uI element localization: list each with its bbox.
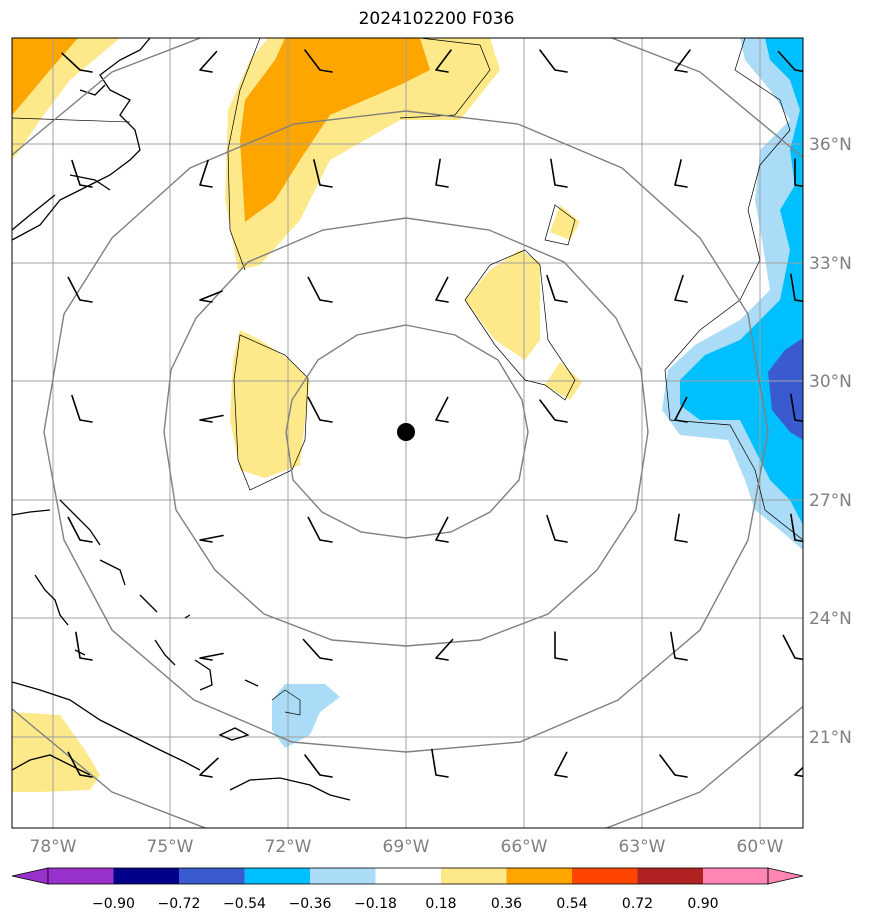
wind-barb — [435, 516, 449, 543]
graticule — [12, 38, 803, 828]
lat-label-33: 33°N — [809, 254, 852, 274]
wind-barb — [659, 754, 688, 778]
wind-barb — [782, 634, 803, 661]
colorbar-label-neg-018: −0.18 — [354, 896, 397, 912]
wind-barb — [674, 274, 688, 303]
wind-barb — [199, 652, 224, 661]
lon-label-60: 60°W — [737, 837, 784, 857]
lon-label-69: 69°W — [383, 837, 430, 857]
lon-label-63: 63°W — [619, 837, 666, 857]
lon-label-72: 72°W — [265, 837, 312, 857]
wind-barb — [307, 396, 333, 423]
coastlines — [12, 38, 351, 801]
wind-barb — [777, 50, 803, 73]
wind-barb — [199, 534, 224, 543]
colorbar-label-pos-054: 0.54 — [556, 896, 587, 912]
wind-barb — [550, 158, 568, 188]
wind-barb — [546, 274, 568, 303]
wind-barb — [307, 516, 333, 543]
wind-barb — [199, 159, 213, 188]
wind-barb — [554, 751, 568, 778]
wind-barb — [539, 49, 568, 73]
wind-barb — [313, 159, 333, 188]
lat-label-21: 21°N — [809, 728, 852, 748]
wind-barb — [790, 513, 803, 543]
fill-pos-018-sw — [12, 712, 100, 792]
fill-pos-018-west — [230, 330, 310, 478]
lat-label-24: 24°N — [809, 609, 852, 629]
wind-barb — [67, 276, 93, 303]
wind-barb — [67, 516, 93, 543]
wind-barb — [199, 290, 223, 303]
wind-barb — [674, 159, 688, 188]
colorbar-extend-low — [11, 867, 49, 885]
wind-barb — [435, 158, 449, 188]
wind-barb — [435, 396, 449, 423]
range-ring-1 — [285, 324, 529, 539]
fill-pos-018-east — [465, 250, 540, 360]
colorbar-extend-high — [767, 867, 804, 885]
colorbar: −0.90 −0.72 −0.54 −0.36 −0.18 0.18 0.36 … — [11, 867, 804, 912]
wind-barb — [304, 754, 333, 778]
wind-barb — [674, 49, 691, 73]
wind-barb — [431, 748, 449, 778]
wind-barb — [199, 757, 219, 778]
colorbar-label-neg-036: −0.36 — [289, 896, 332, 912]
lat-label-30: 30°N — [809, 372, 852, 392]
range-rings — [12, 38, 803, 828]
lon-label-78: 78°W — [30, 837, 77, 857]
wind-barb — [71, 394, 93, 423]
storm-center-marker — [397, 423, 415, 441]
map-frame — [11, 37, 804, 829]
lon-label-66: 66°W — [501, 837, 548, 857]
colorbar-label-pos-018: 0.18 — [425, 896, 456, 912]
fill-pos-018-east2 — [550, 205, 580, 240]
wind-barb — [546, 514, 568, 543]
wind-barb — [674, 513, 688, 543]
wind-barb — [435, 49, 452, 73]
fill-pos-036-nw — [12, 38, 78, 115]
colorbar-label-pos-090: 0.90 — [687, 896, 718, 912]
wind-barb — [790, 273, 803, 303]
wind-barb — [670, 631, 688, 661]
lat-label-36: 36°N — [809, 135, 852, 155]
wind-barb — [794, 158, 803, 188]
wind-barb — [71, 159, 93, 188]
wind-barbs — [61, 49, 803, 778]
colorbar-label-pos-072: 0.72 — [622, 896, 653, 912]
wind-barb — [61, 52, 93, 73]
wind-barb — [435, 638, 454, 661]
wind-barb — [75, 631, 93, 661]
range-ring-3 — [43, 110, 769, 753]
colorbar-label-neg-054: −0.54 — [223, 896, 266, 912]
wind-barb — [435, 276, 449, 303]
wind-barb — [674, 396, 688, 423]
lat-label-27: 27°N — [809, 491, 852, 511]
wind-barb — [554, 631, 568, 661]
wind-barb — [302, 638, 333, 661]
anomaly-fill-layer — [12, 38, 803, 792]
lon-label-75: 75°W — [147, 837, 194, 857]
range-ring-2 — [163, 217, 649, 647]
wind-barb — [307, 276, 333, 303]
map-title: 2024102200 F036 — [358, 9, 515, 29]
wind-barb — [790, 393, 803, 423]
fill-neg-018-south — [272, 684, 340, 748]
wind-barb — [304, 49, 333, 73]
latitude-labels: 36°N 33°N 30°N 27°N 24°N 21°N — [809, 135, 852, 748]
colorbar-label-pos-036: 0.36 — [491, 896, 522, 912]
wind-barb — [199, 414, 224, 423]
wind-barb — [539, 399, 568, 423]
colorbar-label-neg-090: −0.90 — [92, 896, 135, 912]
wind-barb — [794, 766, 803, 778]
colorbar-label-neg-072: −0.72 — [158, 896, 201, 912]
wind-barb — [67, 751, 93, 778]
longitude-labels: 78°W 75°W 72°W 69°W 66°W 63°W 60°W — [30, 837, 784, 857]
wind-barb — [199, 50, 218, 73]
